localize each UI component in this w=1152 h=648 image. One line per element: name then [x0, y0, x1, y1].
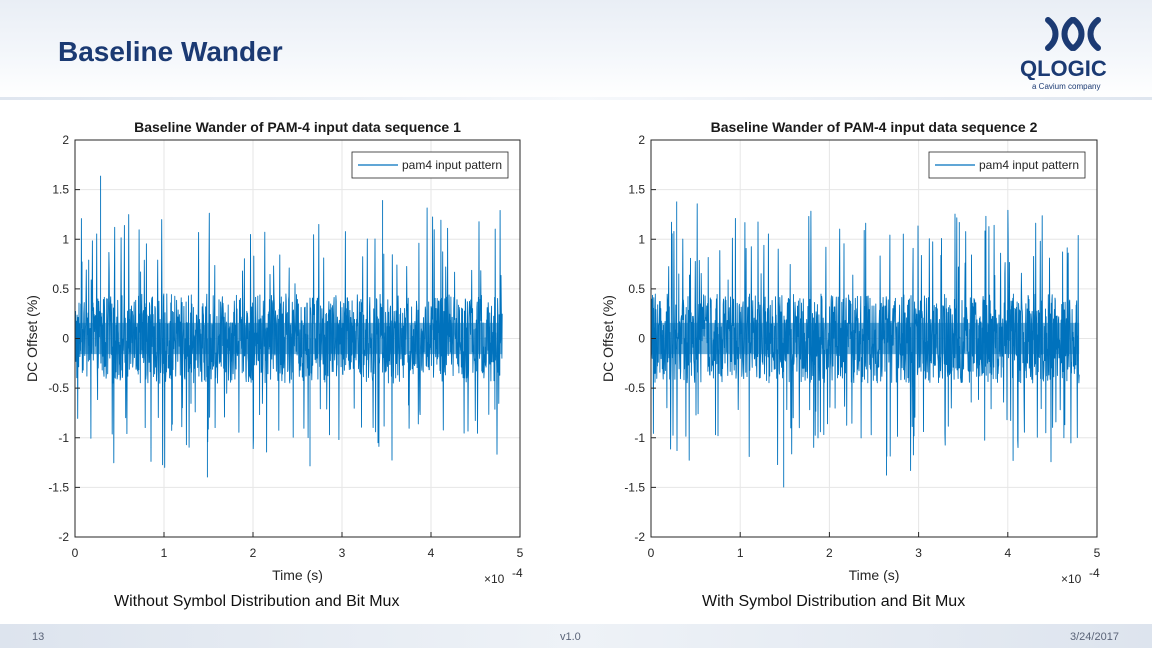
caption-right: With Symbol Distribution and Bit Mux: [702, 593, 966, 610]
footer-bar: 13 v1.0 3/24/2017: [0, 624, 1152, 648]
y-tick-label: -1.5: [48, 480, 69, 494]
x-tick-label: 2: [250, 546, 257, 560]
y-tick-label: 1.5: [52, 183, 69, 197]
slide-title: Baseline Wander: [58, 36, 283, 67]
x-tick-label: 4: [428, 546, 435, 560]
x-tick-label: 0: [648, 546, 655, 560]
x-axis-multiplier: ×10: [484, 572, 505, 586]
x-tick-label: 1: [737, 546, 744, 560]
y-tick-label: 1: [638, 232, 645, 246]
x-axis-exponent: -4: [1089, 566, 1100, 580]
qlogic-logo: QLOGIC a Cavium company: [1018, 14, 1128, 96]
y-axis-label: DC Offset (%): [600, 295, 616, 382]
logo-wordmark: QLOGIC: [1020, 56, 1107, 80]
y-tick-label: -2: [58, 530, 69, 544]
version-label: v1.0: [560, 631, 581, 643]
y-tick-label: 1.5: [628, 183, 645, 197]
chart-title: Baseline Wander of PAM-4 input data sequ…: [711, 119, 1038, 135]
x-axis-label: Time (s): [272, 567, 323, 583]
y-tick-label: 0.5: [52, 282, 69, 296]
y-tick-label: -1.5: [624, 480, 645, 494]
y-tick-label: 0: [62, 332, 69, 346]
y-tick-label: -0.5: [48, 381, 69, 395]
series-core-band: [651, 322, 1080, 355]
series-line: [650, 201, 1080, 488]
page-number: 13: [32, 631, 45, 643]
y-tick-label: -0.5: [624, 381, 645, 395]
chart-1: 0 1 2 3 4 5 -2 -1.5 -1 -0.5 0 0.5 1 1.5 2 Baseline Wand…: [24, 119, 524, 586]
x-tick-label: 2: [826, 546, 833, 560]
x-tick-label: 4: [1004, 546, 1011, 560]
x-axis-exponent: -4: [512, 566, 523, 580]
y-tick-label: 2: [62, 133, 69, 147]
y-tick-label: 1: [62, 232, 69, 246]
series-core-band: [75, 322, 503, 355]
x-tick-label: 5: [1094, 546, 1101, 560]
chart-2: 0 1 2 3 4 5 -2 -1.5 -1 -0.5 0 0.5 1 1.5 2 Baseline Wand…: [600, 119, 1101, 586]
x-axis-multiplier: ×10: [1061, 572, 1082, 586]
header-band: [0, 0, 1152, 100]
y-tick-label: 2: [638, 133, 645, 147]
y-tick-label: -2: [634, 530, 645, 544]
x-tick-label: 3: [915, 546, 922, 560]
x-axis-label: Time (s): [849, 567, 900, 583]
x-tick-label: 3: [339, 546, 346, 560]
y-axis-label: DC Offset (%): [24, 295, 40, 382]
date-label: 3/24/2017: [1070, 631, 1119, 643]
series-line: [74, 175, 503, 478]
legend-label: pam4 input pattern: [402, 158, 502, 172]
x-tick-label: 0: [72, 546, 79, 560]
x-tick-label: 1: [161, 546, 168, 560]
y-tick-label: 0: [638, 332, 645, 346]
qlogic-logo-mark: QLOGIC: [1020, 17, 1107, 81]
caption-left: Without Symbol Distribution and Bit Mux: [114, 593, 400, 610]
legend-label: pam4 input pattern: [979, 158, 1079, 172]
logo-tagline: a Cavium company: [1032, 82, 1101, 91]
y-tick-label: -1: [58, 431, 69, 445]
y-tick-label: -1: [634, 431, 645, 445]
chart-title: Baseline Wander of PAM-4 input data sequ…: [134, 119, 461, 135]
y-tick-label: 0.5: [628, 282, 645, 296]
x-tick-label: 5: [517, 546, 524, 560]
